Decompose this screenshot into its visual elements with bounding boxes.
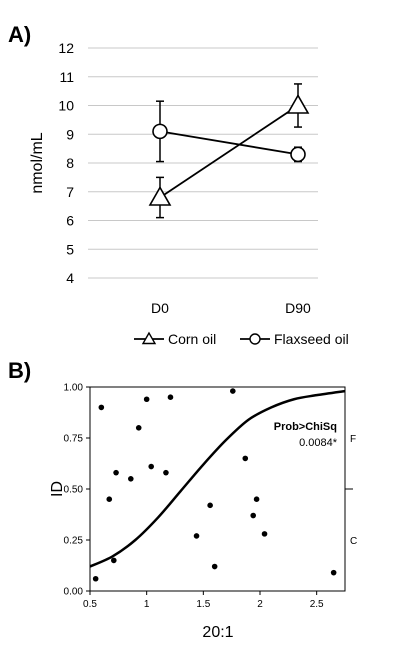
panel-b-plot-frame bbox=[89, 386, 346, 592]
panel-b-data-point bbox=[148, 463, 154, 470]
panel-a-y-tick-label: 4 bbox=[66, 270, 74, 286]
panel-b-x-tick-label: 1 bbox=[144, 599, 150, 610]
panel-a-x-tick-label: D0 bbox=[151, 300, 169, 316]
legend-triangle-marker bbox=[141, 331, 157, 345]
panel-b-data-point bbox=[211, 563, 218, 570]
panel-b-y-tick-label: 0.75 bbox=[64, 434, 84, 445]
panel-b-data-point bbox=[143, 396, 150, 403]
panel-a-y-tick-label: 8 bbox=[66, 155, 74, 171]
panel-a-label: A) bbox=[8, 22, 31, 47]
panel-b-data-point bbox=[128, 476, 134, 482]
panel-a-series-line bbox=[159, 104, 299, 199]
panel-b-data-point bbox=[135, 425, 142, 431]
panel-b-data-point bbox=[98, 404, 105, 411]
panel-b-data-point bbox=[106, 496, 113, 503]
panel-a-y-tick-label: 6 bbox=[66, 213, 74, 229]
legend-circle-marker bbox=[249, 333, 261, 345]
panel-a-triangle-marker bbox=[286, 93, 310, 114]
panel-b-data-point bbox=[330, 569, 337, 576]
panel-a-y-ticks: 4 5 6 7 8 9 10 11 12 bbox=[58, 40, 74, 286]
panel-b-x-tick-label: 2 bbox=[257, 599, 263, 610]
panel-a-series bbox=[148, 83, 310, 219]
panel-b-data-point bbox=[113, 469, 119, 476]
panel-b-points bbox=[92, 388, 337, 582]
panel-b-x-axis-title: 20:1 bbox=[202, 624, 233, 641]
panel-b-data-point bbox=[92, 575, 99, 582]
panel-b-annotation-title: Prob>ChiSq bbox=[274, 421, 337, 433]
panel-b-right-axis: FC bbox=[345, 434, 357, 547]
panel-b-x-tick-label: 1.5 bbox=[196, 599, 210, 610]
panel-b-y-axis-title: ID bbox=[49, 481, 66, 497]
panel-b-fit-curve bbox=[89, 389, 346, 568]
panel-a-x-tick-label: D90 bbox=[285, 300, 311, 316]
panel-b-data-point bbox=[230, 388, 236, 394]
panel-b-data-point bbox=[253, 496, 260, 503]
panel-a-triangle-marker bbox=[148, 185, 172, 206]
panel-a-legend: Corn oil Flaxseed oil bbox=[134, 331, 349, 347]
panel-b-data-point bbox=[163, 469, 169, 476]
legend-label: Flaxseed oil bbox=[274, 331, 349, 347]
panel-b-y-tick-label: 0.50 bbox=[64, 485, 84, 496]
panel-b-right-label: F bbox=[350, 434, 356, 445]
panel-a-circle-marker bbox=[290, 146, 306, 163]
panel-a-y-tick-label: 9 bbox=[66, 126, 74, 142]
panel-b-x-tick-label: 2.5 bbox=[310, 599, 324, 610]
panel-a-y-tick-label: 5 bbox=[66, 241, 74, 257]
panel-a-circle-marker bbox=[152, 123, 168, 140]
panel-a-y-tick-label: 11 bbox=[59, 69, 74, 85]
panel-a-series-line bbox=[159, 130, 299, 156]
panel-b-data-point bbox=[261, 531, 268, 537]
panel-b-label: B) bbox=[8, 358, 31, 383]
panel-b-data-point bbox=[207, 502, 213, 509]
panel-a-y-tick-label: 10 bbox=[58, 98, 74, 114]
panel-b-data-point bbox=[167, 394, 174, 401]
panel-b-data-point bbox=[242, 455, 249, 462]
panel-b-x-tick-label: 0.5 bbox=[83, 599, 97, 610]
panel-a-y-tick-label: 12 bbox=[58, 40, 74, 56]
panel-b-y-tick-label: 0.25 bbox=[64, 536, 84, 547]
panel-b-data-point bbox=[111, 557, 117, 564]
panel-a-y-tick-label: 7 bbox=[66, 184, 74, 200]
legend-label: Corn oil bbox=[168, 331, 216, 347]
panel-a-gridlines bbox=[88, 47, 318, 279]
panel-b-data-point bbox=[193, 533, 200, 539]
panel-b-data-point bbox=[250, 512, 256, 519]
panel-b-right-label: C bbox=[350, 536, 357, 547]
panel-a-y-axis-title: nmol/mL bbox=[29, 132, 46, 193]
panel-b-y-tick-label: 1.00 bbox=[64, 383, 84, 394]
panel-b-x-ticks: 0.5 1 1.5 2 2.5 bbox=[83, 591, 324, 610]
panel-a-x-ticks: D0 D90 bbox=[151, 300, 311, 316]
panel-b-y-tick-label: 0.00 bbox=[64, 587, 84, 598]
panel-b-annotation-value: 0.0084* bbox=[299, 437, 338, 449]
panel-b-y-ticks: 0.00 0.25 0.50 0.75 1.00 bbox=[64, 383, 90, 598]
